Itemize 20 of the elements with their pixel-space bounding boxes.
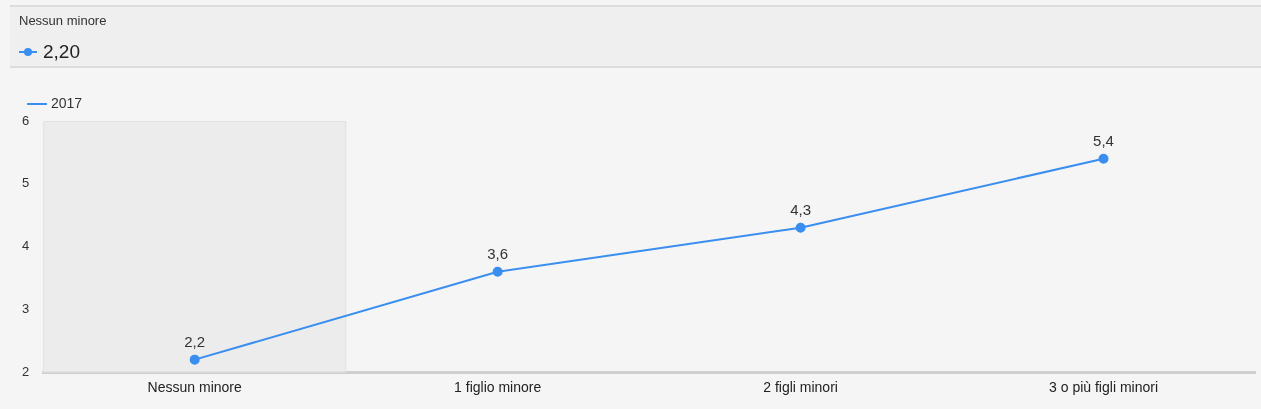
y-tick-label: 4 xyxy=(22,238,30,254)
legend-label: 2017 xyxy=(51,94,83,111)
point xyxy=(795,222,806,233)
y-tick-label: 2 xyxy=(22,363,30,379)
data-label: 5,4 xyxy=(1093,132,1114,150)
x-tick-label: 3 o più figli minori xyxy=(1049,379,1158,396)
x-tick-label: 2 figli minori xyxy=(763,379,838,396)
text: Nessun minore xyxy=(19,13,107,28)
data-label: 2,2 xyxy=(184,333,206,351)
y-tick-label: 6 xyxy=(22,112,30,128)
y-tick-label: 3 xyxy=(22,300,30,316)
y-tick-label: 5 xyxy=(22,175,30,191)
x-tick-label: 1 figlio minore xyxy=(454,379,542,396)
data-label: 3,6 xyxy=(487,245,509,263)
text: 2,20 xyxy=(43,41,80,63)
point xyxy=(492,266,503,277)
point xyxy=(189,354,200,365)
x-tick-label: Nessun minore xyxy=(147,379,242,396)
data-label: 4,3 xyxy=(790,201,812,219)
point xyxy=(1098,153,1109,164)
